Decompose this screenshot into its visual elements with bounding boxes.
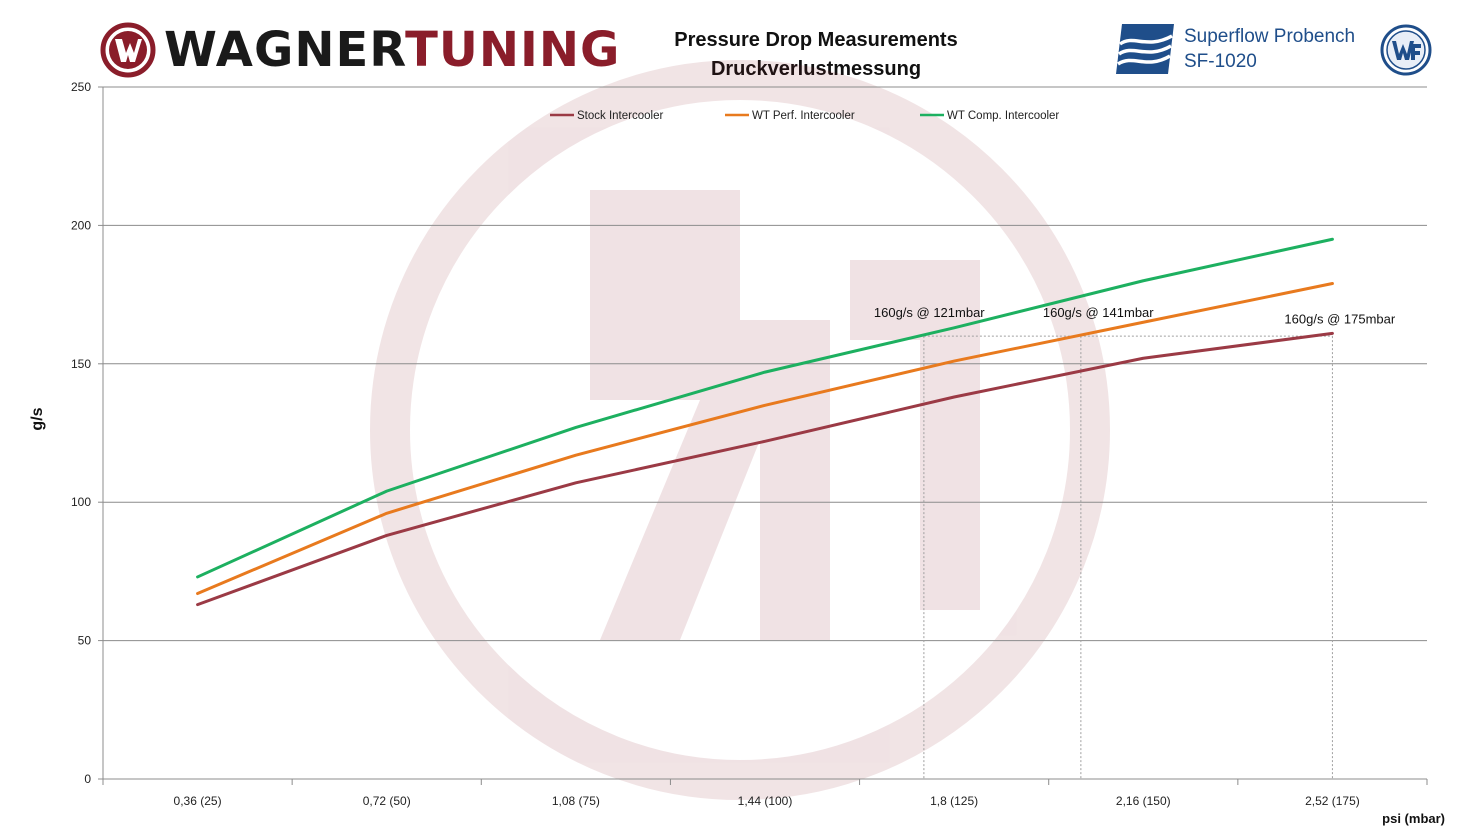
wagner-tuning-logo: WAGNERTUNING (100, 20, 620, 80)
x-tick-label: 1,08 (75) (552, 794, 600, 808)
superflow-logo-icon (1116, 24, 1174, 74)
chart-titles: Pressure Drop Measurements Druckverlustm… (616, 26, 1016, 84)
superflow-logo: Superflow Probench SF-1020 (1116, 24, 1355, 74)
bench-line2: SF-1020 (1184, 51, 1257, 72)
brand-part2: TUNING (405, 22, 621, 78)
series-line-2 (196, 282, 1334, 596)
y-tick-label: 0 (84, 772, 91, 786)
y-axis-label: g/s (29, 407, 46, 431)
annotation-label: 160g/s @ 121mbar (874, 305, 985, 320)
y-tick-label: 250 (71, 80, 91, 94)
brand-name: WAGNERTUNING (164, 20, 620, 80)
chart-subtitle: Druckverlustmessung (710, 58, 922, 80)
tick-labels: 0 50 100 150 200 250 0,36 (25) 0,72 (50) 1,08 (7… (71, 80, 1360, 808)
series-line-1 (196, 331, 1334, 607)
x-tick-label: 1,8 (125) (930, 794, 978, 808)
legend-label-1: Stock Intercooler (577, 110, 663, 122)
y-tick-label: 50 (78, 634, 92, 648)
series-line-3 (196, 237, 1334, 579)
wf-badge-icon (1380, 24, 1432, 76)
chart-title: Pressure Drop Measurements (674, 29, 958, 51)
legend: Stock Intercooler WT Perf. Intercooler WT … (550, 110, 1059, 122)
bench-label: Superflow Probench SF-1020 (1184, 24, 1355, 74)
annotations: 160g/s @ 121mbar 160g/s @ 141mbar 160g/s @… (874, 305, 1396, 326)
x-tick-label: 2,52 (175) (1305, 794, 1360, 808)
wt-logo-icon (100, 22, 156, 78)
x-tick-label: 0,72 (50) (363, 794, 411, 808)
watermark-logo (370, 60, 1110, 800)
axes (98, 86, 1428, 785)
brand-part1: WAGNER (164, 22, 406, 78)
y-tick-label: 200 (71, 218, 91, 232)
legend-label-2: WT Perf. Intercooler (752, 110, 855, 122)
bench-line1: Superflow Probench (1184, 26, 1356, 47)
annotation-label: 160g/s @ 141mbar (1043, 305, 1154, 320)
series-lines (196, 237, 1334, 607)
y-tick-label: 100 (71, 495, 91, 509)
annotation-guides (923, 335, 1333, 779)
x-tick-label: 0,36 (25) (174, 794, 222, 808)
x-axis-label: psi (mbar) (1382, 811, 1445, 826)
x-tick-label: 1,44 (100) (738, 794, 793, 808)
y-tick-label: 150 (71, 357, 91, 371)
annotation-label: 160g/s @ 175mbar (1284, 311, 1395, 326)
legend-label-3: WT Comp. Intercooler (947, 110, 1059, 122)
x-tick-label: 2,16 (150) (1116, 794, 1171, 808)
